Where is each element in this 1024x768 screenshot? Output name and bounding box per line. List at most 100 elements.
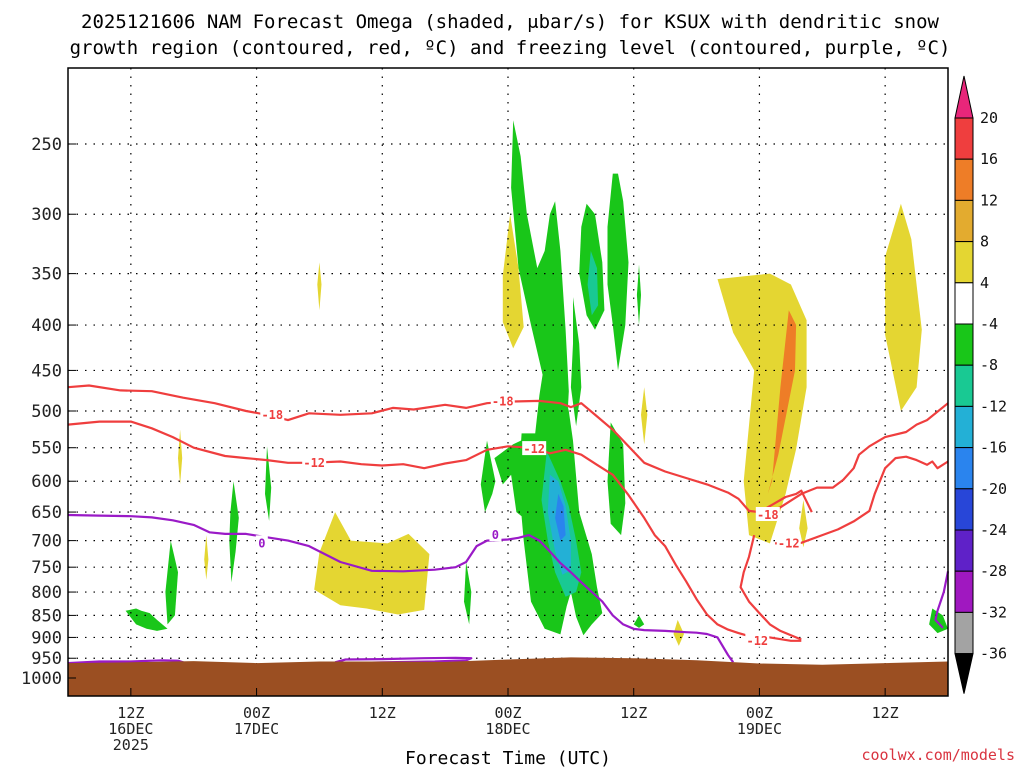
contour-label-bg	[489, 527, 502, 542]
colorbar-swatch-6	[954, 323, 974, 366]
omega-shaded-region-4	[317, 262, 322, 311]
y-tick-label-350: 350	[31, 265, 62, 285]
contour-label-bg	[255, 535, 268, 550]
colorbar: 20 16 12 8 4 -4 -8 -12 -16 -20 -24 -28 -32 -36	[954, 75, 1007, 694]
y-tick-label-850: 850	[31, 606, 62, 626]
omega-shaded-region-2	[717, 273, 807, 544]
colorbar-swatch-10	[954, 488, 974, 531]
chart-title-line-1: 2025121606 NAM Forecast Omega (shaded, μ…	[81, 11, 939, 33]
contour-label-red-1: -12	[303, 456, 325, 470]
colorbar-label-10: -24	[980, 521, 1007, 539]
y-tick-label-650: 650	[31, 503, 62, 523]
colorbar-swatch-4	[954, 241, 974, 284]
contour-label-red-0: -18	[261, 408, 283, 422]
colorbar-label-12: -32	[980, 603, 1007, 621]
contour-label-purple-1: 0	[492, 528, 499, 542]
omega-shaded-region-15	[480, 440, 496, 513]
colorbar-label-5: -4	[980, 315, 998, 333]
omega-shaded-region-22	[229, 481, 239, 583]
omega-shaded-region-10	[767, 310, 797, 494]
contour-label-bg	[776, 535, 801, 550]
colorbar-label-3: 8	[980, 233, 989, 251]
y-tick-label-900: 900	[31, 628, 62, 648]
omega-shaded-region-21	[165, 540, 178, 625]
x-tick-label-0-1: 16DEC	[108, 720, 153, 738]
colorbar-swatch-7	[954, 364, 974, 407]
x-tick-label-0-2: 2025	[113, 736, 149, 754]
omega-shaded-region-11	[494, 120, 603, 636]
contour-label-red-3: -12	[523, 442, 545, 456]
omega-shaded-region-28	[555, 493, 566, 541]
contour-label-bg	[755, 507, 780, 522]
omega-shaded-region-9	[799, 500, 808, 548]
x-tick-label-3-1: 18DEC	[485, 720, 530, 738]
y-tick-label-250: 250	[31, 135, 62, 155]
y-tick-label-800: 800	[31, 583, 62, 603]
omega-shaded-region-3	[885, 203, 922, 411]
contour-minus12-main	[67, 420, 802, 642]
contour-label-bg	[490, 393, 515, 408]
x-tick-label-4-0: 12Z	[620, 704, 647, 722]
omega-shaded-region-16	[464, 562, 472, 625]
colorbar-swatch-8	[954, 405, 974, 449]
colorbar-swatch-5	[954, 282, 974, 325]
contour-label-red-6: -12	[746, 634, 768, 648]
contour-label-bg	[260, 406, 285, 421]
contour-label-red-2: -18	[492, 395, 514, 409]
omega-shaded-region-8	[673, 619, 684, 646]
colorbar-label-8: -16	[980, 439, 1007, 457]
omega-shaded-region-26	[587, 250, 599, 316]
colorbar-swatch-9	[954, 447, 974, 490]
y-tick-label-600: 600	[31, 472, 62, 492]
x-tick-label-2-0: 12Z	[369, 704, 396, 722]
site-credit: coolwx.com/models	[861, 746, 1015, 764]
colorbar-swatch-1	[954, 117, 974, 160]
colorbar-label-0: 20	[980, 109, 998, 127]
omega-shaded-region-23	[265, 446, 272, 521]
colorbar-bottom-arrow	[954, 653, 974, 694]
x-tick-label-1-1: 17DEC	[234, 720, 279, 738]
omega-shaded-region-24	[929, 608, 948, 634]
omega-shaded-region-6	[204, 535, 209, 580]
omega-shaded-region-19	[633, 615, 645, 628]
contour-minus12-lower	[739, 534, 802, 641]
contour-minus18-upper	[67, 384, 813, 514]
omega-shaded-region-18	[636, 264, 641, 325]
y-tick-label-1000: 1000	[21, 669, 62, 689]
x-tick-label-5-1: 19DEC	[737, 720, 782, 738]
x-tick-label-3-0: 00Z	[494, 704, 521, 722]
chart-title-line-2: growth region (contoured, red, ºC) and f…	[70, 37, 951, 59]
colorbar-swatch-2	[954, 158, 974, 201]
contour-label-bg	[522, 441, 547, 456]
omega-shaded-region-14	[570, 297, 582, 427]
colorbar-swatch-12	[954, 570, 974, 613]
y-tick-label-950: 950	[31, 649, 62, 669]
y-tick-label-700: 700	[31, 532, 62, 552]
contour-label-bg	[745, 632, 770, 647]
gridlines	[68, 68, 948, 696]
colorbar-swatch-11	[954, 529, 974, 572]
x-tick-label-1-0: 00Z	[243, 704, 270, 722]
colorbar-swatch-3	[954, 199, 974, 243]
colorbar-label-9: -20	[980, 480, 1007, 498]
ground-surface	[68, 657, 948, 696]
colorbar-label-4: 4	[980, 274, 989, 292]
colorbar-label-2: 12	[980, 191, 998, 209]
x-axis-label: Forecast Time (UTC)	[405, 748, 611, 768]
colorbar-label-6: -8	[980, 356, 998, 374]
y-tick-label-500: 500	[31, 402, 62, 422]
contour-label-red-4: -18	[757, 508, 779, 522]
contour-freezing-level-main	[67, 513, 735, 663]
y-tick-label-300: 300	[31, 205, 62, 225]
x-tick-label-5-0: 00Z	[746, 704, 773, 722]
colorbar-swatch-13	[954, 611, 974, 655]
contour-minus18-right	[759, 402, 949, 517]
y-tick-label-400: 400	[31, 316, 62, 336]
omega-shaded-region-5	[178, 429, 183, 485]
contour-label-bg	[302, 454, 327, 469]
omega-shaded-region-7	[641, 387, 648, 445]
colorbar-label-11: -28	[980, 562, 1007, 580]
colorbar-label-13: -36	[980, 645, 1007, 663]
omega-shaded-region-13	[607, 173, 629, 371]
